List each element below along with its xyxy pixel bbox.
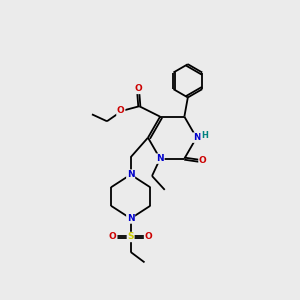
- Text: S: S: [128, 232, 134, 242]
- Text: N: N: [193, 133, 200, 142]
- Text: N: N: [156, 154, 164, 163]
- Text: O: O: [199, 157, 207, 166]
- Text: N: N: [127, 170, 134, 179]
- Text: O: O: [117, 106, 125, 116]
- Text: O: O: [134, 84, 142, 93]
- Text: N: N: [127, 214, 134, 223]
- Text: H: H: [201, 131, 208, 140]
- Text: O: O: [109, 232, 117, 242]
- Text: O: O: [145, 232, 152, 242]
